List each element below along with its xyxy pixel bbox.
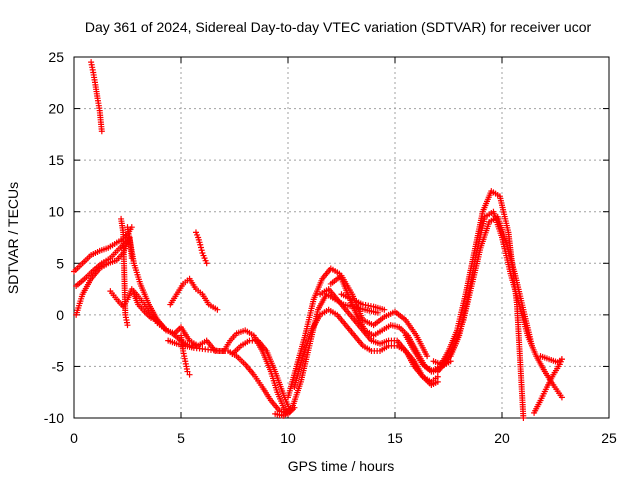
data-point	[197, 244, 204, 251]
data-point	[98, 128, 105, 135]
data-point	[381, 306, 388, 313]
data-point	[528, 342, 535, 349]
y-tick-label: 0	[56, 307, 64, 323]
data-point	[160, 324, 167, 331]
y-tick-label: 25	[48, 49, 64, 65]
x-tick-label: 5	[177, 430, 185, 446]
y-tick-label: 15	[48, 152, 64, 168]
data-point	[198, 247, 205, 254]
plot-frame	[73, 56, 610, 419]
data-point	[558, 394, 565, 401]
x-tick-label: 0	[70, 430, 78, 446]
x-tick-label: 20	[494, 430, 510, 446]
data-point	[214, 306, 221, 313]
data-point	[558, 356, 565, 363]
x-tick-label: 15	[387, 430, 403, 446]
ticks-layer: 0 5 10 15 20 25 -10 -5 0 5 10 15 20 25	[44, 49, 617, 446]
data-point	[424, 353, 431, 360]
data-point	[184, 368, 191, 375]
y-axis-label: SDTVAR / TECUs	[5, 182, 21, 294]
x-tick-label: 10	[280, 430, 296, 446]
y-tick-label: 10	[48, 204, 64, 220]
data-point	[520, 415, 527, 421]
data-point	[203, 260, 210, 267]
points-layer	[71, 59, 565, 421]
data-point	[434, 378, 441, 385]
data-point	[124, 322, 131, 329]
x-tick-label: 25	[601, 430, 617, 446]
y-tick-label: -10	[44, 410, 64, 426]
data-point	[197, 241, 204, 248]
y-tick-label: 20	[48, 101, 64, 117]
y-tick-label: -5	[52, 358, 65, 374]
grid-layer	[74, 57, 609, 418]
chart-title: Day 361 of 2024, Sidereal Day-to-day VTE…	[85, 19, 592, 35]
data-point	[434, 373, 441, 380]
y-tick-label: 5	[56, 255, 64, 271]
x-axis-label: GPS time / hours	[288, 458, 395, 474]
data-point	[186, 371, 193, 378]
